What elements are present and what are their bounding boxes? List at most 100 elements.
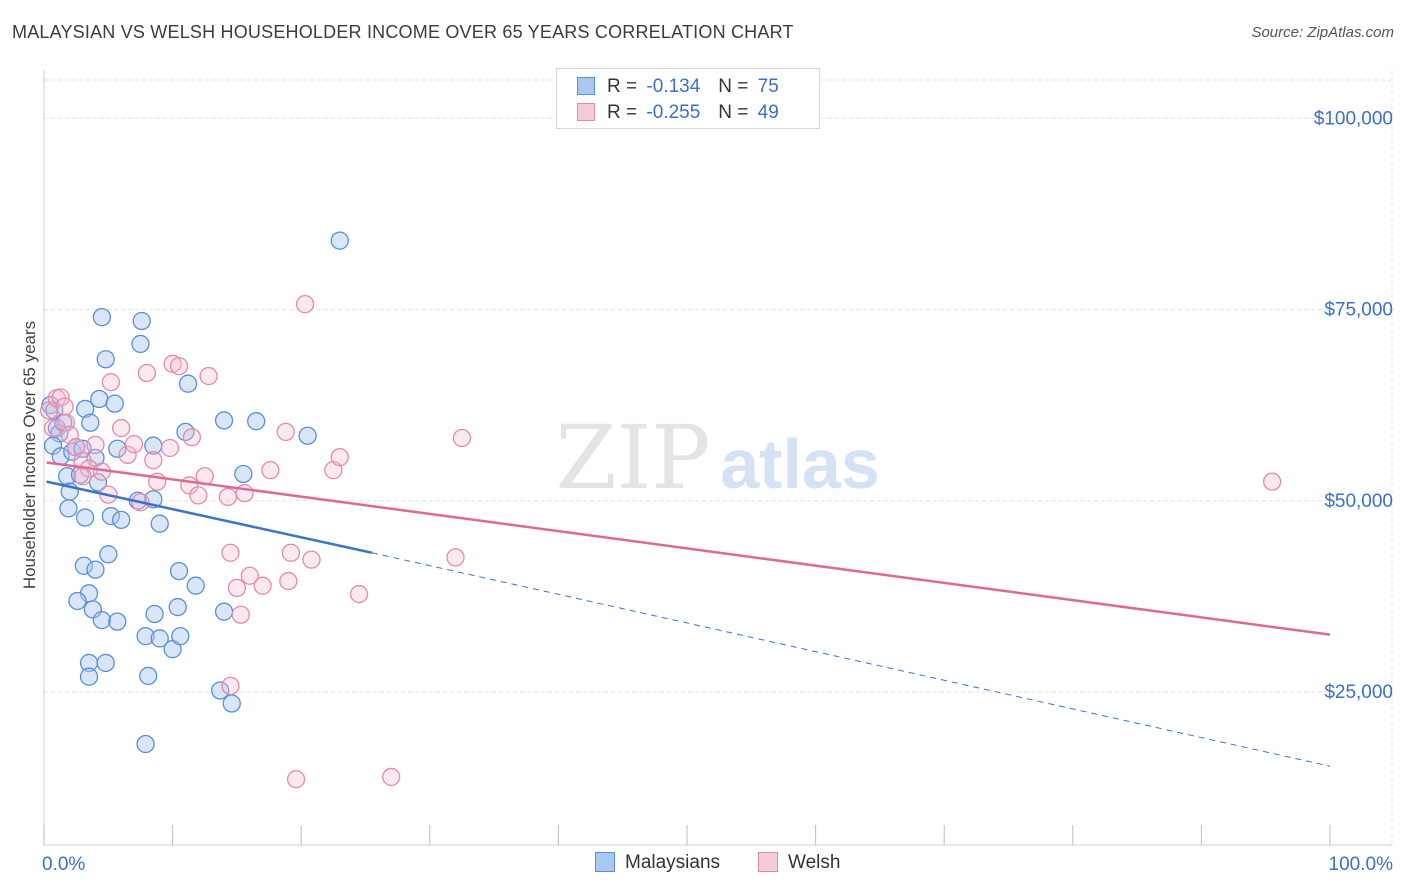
malaysians-point xyxy=(247,412,266,431)
y-tick-label: $50,000 xyxy=(1324,491,1393,512)
legend-item-malaysians[interactable]: Malaysians xyxy=(595,852,720,874)
welsh-point xyxy=(1262,472,1282,491)
malaysians-point xyxy=(150,514,169,533)
malaysians-n-value: 75 xyxy=(757,76,779,97)
malaysians-point xyxy=(330,231,349,250)
malaysians-point xyxy=(92,610,112,630)
malaysians-point xyxy=(81,413,100,432)
malaysians-point xyxy=(214,602,234,621)
welsh-point xyxy=(253,576,272,595)
malaysians-point xyxy=(90,389,109,409)
malaysians-point xyxy=(150,629,169,648)
welsh-point xyxy=(382,767,401,787)
welsh-point xyxy=(137,363,157,383)
welsh-point xyxy=(169,356,189,376)
welsh-point xyxy=(240,566,259,585)
legend-row-welsh: R = -0.255 N = 49 xyxy=(577,102,779,126)
x-tick-label: 0.0% xyxy=(42,854,85,875)
y-tick-label: $100,000 xyxy=(1314,108,1393,129)
axes-layer xyxy=(43,70,1392,846)
malaysians-point xyxy=(108,439,127,458)
malaysians-point xyxy=(101,506,121,526)
y-tick-label: $75,000 xyxy=(1324,300,1393,321)
welsh-point xyxy=(189,486,208,505)
welsh-point xyxy=(261,460,280,480)
malaysians-swatch xyxy=(577,77,595,95)
welsh-point xyxy=(51,388,70,407)
welsh-legend-swatch xyxy=(758,852,778,872)
welsh-point xyxy=(281,543,301,562)
welsh-point xyxy=(218,487,238,507)
malaysians-point xyxy=(108,612,127,631)
malaysians-point xyxy=(68,591,87,611)
malaysians-point xyxy=(96,350,115,369)
n-label: N = xyxy=(718,102,749,123)
welsh-point xyxy=(452,428,472,448)
malaysians-point xyxy=(169,561,189,581)
malaysians-point xyxy=(76,399,95,419)
watermark-zip: ZIP xyxy=(555,406,710,509)
malaysians-legend-swatch xyxy=(595,852,615,872)
x-tick-label: 100.0% xyxy=(1329,854,1394,875)
welsh-point xyxy=(221,543,240,562)
malaysians-point xyxy=(74,556,94,575)
malaysians-r-value: -0.134 xyxy=(646,76,701,97)
legend-item-welsh[interactable]: Welsh xyxy=(758,852,840,874)
welsh-point xyxy=(330,447,349,467)
malaysians-point xyxy=(112,510,131,530)
chart-source: Source: ZipAtlas.com xyxy=(1251,24,1394,41)
welsh-n-value: 49 xyxy=(757,102,779,123)
welsh-point xyxy=(144,451,163,470)
welsh-point xyxy=(446,548,465,567)
grid-layer xyxy=(44,70,1393,845)
chart-title: MALAYSIAN VS WELSH HOUSEHOLDER INCOME OV… xyxy=(12,22,794,42)
malaysians-point xyxy=(145,604,164,624)
r-label: R = xyxy=(607,76,638,97)
welsh-point xyxy=(199,366,218,386)
malaysians-point xyxy=(79,667,99,686)
welsh-swatch xyxy=(577,103,595,121)
welsh-point xyxy=(295,294,315,314)
malaysians-point xyxy=(132,311,151,331)
malaysians-point xyxy=(222,694,241,713)
welsh-legend-label: Welsh xyxy=(788,852,841,873)
malaysians-point xyxy=(178,374,198,393)
welsh-point xyxy=(118,445,137,465)
malaysians-point xyxy=(96,653,115,673)
malaysians-point xyxy=(139,666,158,686)
tick-labels: $25,000 $50,000 $75,000 $100,000 0.0% 100.0% xyxy=(42,108,1393,875)
welsh-point xyxy=(160,438,180,458)
malaysians-point xyxy=(105,394,124,413)
malaysians-point xyxy=(298,426,317,445)
n-label: N = xyxy=(718,76,749,97)
malaysians-point xyxy=(186,576,205,595)
welsh-r-value: -0.255 xyxy=(646,102,701,123)
malaysians-point xyxy=(234,464,253,484)
trend-lines xyxy=(46,461,1331,767)
welsh-point xyxy=(101,373,121,392)
legend-stats: R = -0.134 N = 75 R = -0.255 N = 49 xyxy=(556,68,820,129)
welsh-point xyxy=(231,605,250,624)
welsh-point xyxy=(276,422,295,442)
malaysians-point xyxy=(86,560,105,579)
legend-row-malaysians: R = -0.134 N = 75 xyxy=(577,76,779,100)
malaysians-point xyxy=(92,307,112,327)
welsh-point xyxy=(302,550,321,569)
malaysians-point xyxy=(136,734,155,754)
r-label: R = xyxy=(607,102,638,123)
welsh-point xyxy=(286,770,306,789)
malaysians-legend-label: Malaysians xyxy=(625,852,721,873)
malaysians-point xyxy=(168,597,187,617)
welsh-trend-line xyxy=(46,461,1331,636)
welsh-point xyxy=(73,467,92,486)
malaysians-point xyxy=(88,473,108,492)
welsh-point xyxy=(86,435,105,455)
y-tick-label: $25,000 xyxy=(1324,682,1393,703)
malaysians-point xyxy=(214,411,234,430)
welsh-point xyxy=(124,434,144,454)
malaysians-trend-line xyxy=(46,480,373,554)
malaysians-trend-extension xyxy=(371,552,1331,767)
welsh-point xyxy=(349,584,369,604)
malaysians-point xyxy=(211,681,230,700)
